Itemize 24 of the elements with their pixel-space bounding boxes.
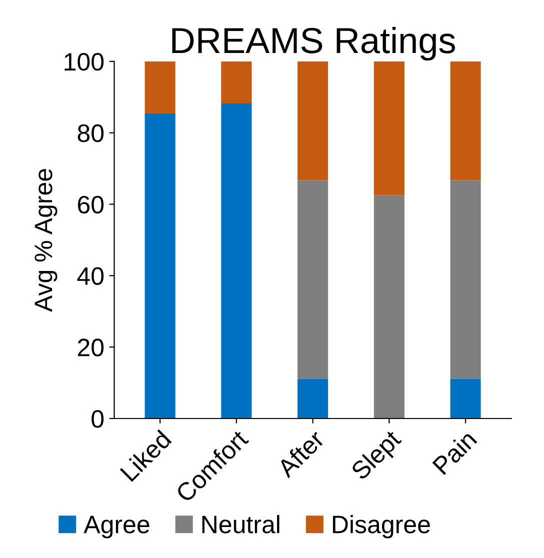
bar — [144, 61, 176, 114]
bar — [450, 378, 481, 418]
y-tick-label: 100 — [64, 52, 104, 71]
y-tick-label: 0 — [92, 410, 104, 428]
bar — [374, 61, 404, 196]
bar — [144, 114, 176, 418]
bar — [221, 61, 252, 104]
bar — [450, 180, 481, 379]
bar — [298, 378, 328, 418]
chart-title: DREAMS Ratings — [172, 26, 455, 61]
x-tick-label: Pain — [432, 429, 478, 476]
bar — [221, 104, 252, 418]
legend-label: Neutral — [202, 514, 280, 534]
bar — [450, 61, 481, 180]
legend-label: Disagree — [332, 514, 430, 538]
y-tick-label: 20 — [78, 338, 104, 356]
y-tick-label: 40 — [77, 267, 104, 285]
legend-label: Agree — [84, 516, 150, 538]
bar — [298, 180, 328, 379]
bar — [298, 61, 328, 180]
bar — [374, 195, 404, 418]
y-tick-label: 60 — [78, 196, 104, 214]
y-axis-title: Avg % Agree — [34, 169, 58, 312]
y-tick-label: 80 — [78, 124, 104, 142]
